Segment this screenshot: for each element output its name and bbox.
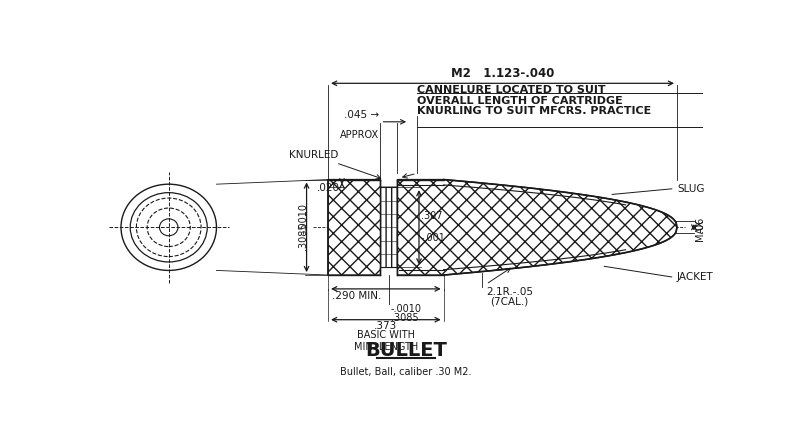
Text: .3085: .3085 [299, 223, 309, 250]
Text: -.0010: -.0010 [390, 304, 421, 314]
Text: M2   1.123-.040: M2 1.123-.040 [451, 67, 554, 80]
Text: 2.1R.-.05: 2.1R.-.05 [486, 286, 533, 297]
Text: BASIC WITH
MIN. LENGTH: BASIC WITH MIN. LENGTH [354, 330, 418, 352]
Text: JACKET: JACKET [677, 273, 714, 282]
Text: .020: .020 [317, 183, 340, 194]
Text: .290 MIN.: .290 MIN. [332, 291, 382, 301]
Text: -.0010: -.0010 [299, 202, 309, 234]
Text: SLUG: SLUG [677, 183, 704, 194]
Text: .06: .06 [695, 217, 706, 232]
Text: .373: .373 [375, 321, 398, 331]
Text: -.001: -.001 [421, 234, 445, 243]
Text: KNURLED: KNURLED [289, 150, 381, 179]
Text: .045 →: .045 → [344, 110, 379, 120]
Text: .3085: .3085 [390, 313, 418, 323]
Polygon shape [380, 187, 398, 267]
Text: BULLET: BULLET [365, 341, 447, 360]
Text: APPROX: APPROX [340, 130, 379, 139]
Text: KNURLING TO SUIT MFCRS. PRACTICE: KNURLING TO SUIT MFCRS. PRACTICE [417, 107, 651, 116]
Text: CANNELURE LOCATED TO SUIT: CANNELURE LOCATED TO SUIT [417, 85, 605, 95]
Text: OVERALL LENGTH OF CARTRIDGE: OVERALL LENGTH OF CARTRIDGE [417, 95, 623, 106]
Polygon shape [328, 179, 677, 275]
Text: (7CAL.): (7CAL.) [489, 297, 528, 307]
Text: Bullet, Ball, caliber .30 M2.: Bullet, Ball, caliber .30 M2. [340, 367, 472, 377]
Text: MAX: MAX [695, 219, 706, 241]
Text: .307: .307 [421, 211, 442, 221]
